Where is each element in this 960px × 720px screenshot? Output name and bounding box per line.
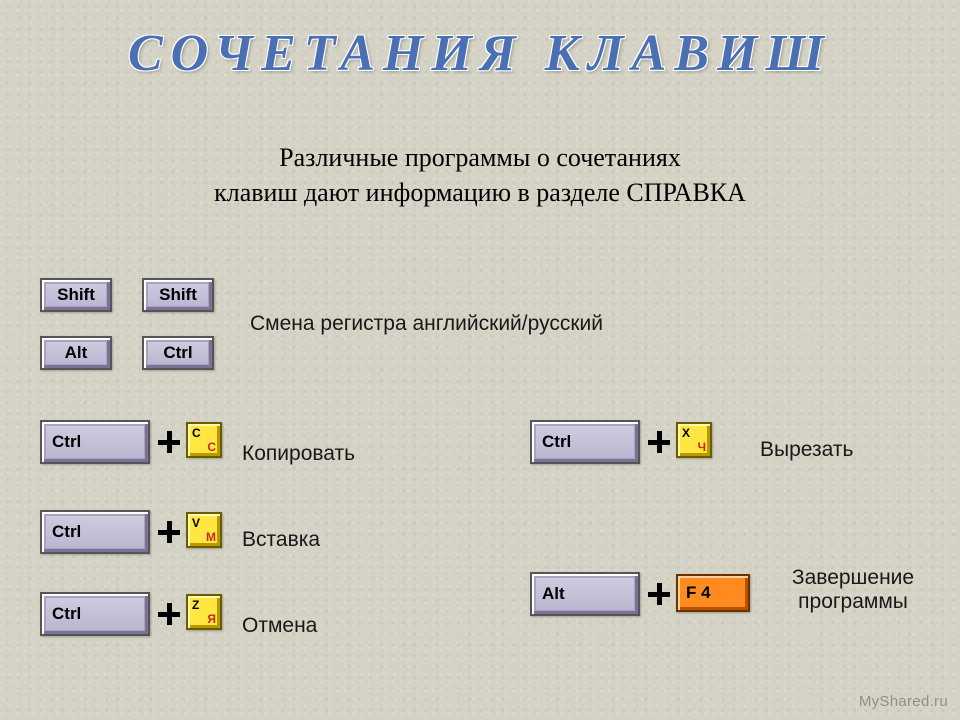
desc-close-l1: Завершение	[792, 566, 914, 589]
key-ctrl-undo: Ctrl	[40, 592, 150, 636]
desc-undo: Отмена	[242, 614, 317, 638]
key-c-bot: С	[207, 440, 216, 454]
key-x-top: X	[682, 426, 690, 440]
key-f4: F 4	[676, 574, 750, 612]
desc-close-l2: программы	[798, 590, 908, 613]
page-title: СОЧЕТАНИЯ КЛАВИШ	[0, 24, 960, 83]
subtitle: Различные программы о сочетаниях клавиш …	[0, 140, 960, 210]
key-x: X Ч	[676, 422, 712, 458]
desc-paste: Вставка	[242, 528, 320, 552]
key-z-bot: Я	[207, 612, 216, 626]
key-shift-1: Shift	[40, 278, 112, 312]
watermark: MyShared.ru	[859, 693, 948, 710]
key-c: C С	[186, 422, 222, 458]
key-alt-close: Alt	[530, 572, 640, 616]
key-ctrl-cut: Ctrl	[530, 420, 640, 464]
desc-lang-switch: Смена регистра английский/русский	[250, 312, 603, 336]
desc-close: Завершение программы	[778, 566, 928, 614]
desc-copy: Копировать	[242, 442, 355, 466]
key-ctrl-paste: Ctrl	[40, 510, 150, 554]
plus-icon	[158, 603, 180, 625]
plus-icon	[648, 431, 670, 453]
key-v-top: V	[192, 516, 200, 530]
key-shift-2: Shift	[142, 278, 214, 312]
subtitle-line-1: Различные программы о сочетаниях	[279, 143, 681, 172]
key-z-top: Z	[192, 598, 199, 612]
subtitle-line-2: клавиш дают информацию в разделе СПРАВКА	[214, 178, 746, 207]
plus-icon	[158, 431, 180, 453]
desc-cut: Вырезать	[760, 438, 853, 462]
key-v-bot: М	[206, 530, 216, 544]
key-c-top: C	[192, 426, 201, 440]
plus-icon	[158, 521, 180, 543]
key-z: Z Я	[186, 594, 222, 630]
key-v: V М	[186, 512, 222, 548]
plus-icon	[648, 583, 670, 605]
key-ctrl-lang: Ctrl	[142, 336, 214, 370]
key-x-bot: Ч	[698, 440, 706, 454]
key-alt: Alt	[40, 336, 112, 370]
key-ctrl-copy: Ctrl	[40, 420, 150, 464]
